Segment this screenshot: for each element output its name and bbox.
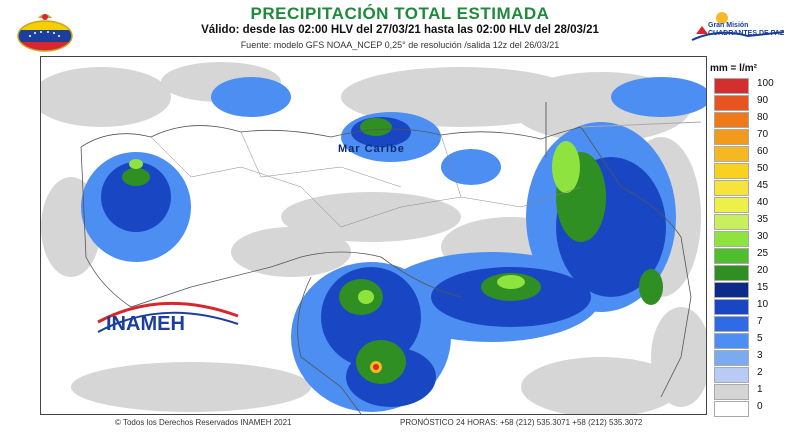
legend-label: 45 xyxy=(757,180,769,191)
legend-swatch xyxy=(714,299,749,315)
legend-label: 5 xyxy=(757,333,763,344)
legend-label: 0 xyxy=(757,401,763,412)
legend-label: 2 xyxy=(757,367,763,378)
legend-label: 80 xyxy=(757,112,769,123)
legend-swatch xyxy=(714,95,749,111)
legend-label: 40 xyxy=(757,197,769,208)
legend-swatch xyxy=(714,401,749,417)
legend-swatch xyxy=(714,248,749,264)
legend-label: 25 xyxy=(757,248,769,259)
legend-label: 7 xyxy=(757,316,763,327)
gran-mision-logo xyxy=(688,8,788,50)
legend-swatch xyxy=(714,214,749,230)
legend-label: 20 xyxy=(757,265,769,276)
legend-swatch xyxy=(714,197,749,213)
legend-label: 3 xyxy=(757,350,763,361)
legend-swatch xyxy=(714,265,749,281)
legend-swatch xyxy=(714,146,749,162)
inameh-logo-text: INAMEH xyxy=(106,313,185,335)
venezuela-coat-of-arms-logo xyxy=(14,8,76,54)
legend-label: 35 xyxy=(757,214,769,225)
legend-title: mm = l/m² xyxy=(710,63,757,74)
copyright-text: © Todos los Derechos Reservados INAMEH 2… xyxy=(115,418,292,427)
legend-label: 90 xyxy=(757,95,769,106)
legend-label: 60 xyxy=(757,146,769,157)
legend-swatch xyxy=(714,384,749,400)
gran-mision-line1: Gran Misión xyxy=(708,22,749,29)
legend-swatch xyxy=(714,282,749,298)
legend-swatch xyxy=(714,316,749,332)
legend-swatch xyxy=(714,78,749,94)
inameh-logo: INAMEH xyxy=(92,292,242,350)
map-svg xyxy=(41,57,706,414)
legend-label: 15 xyxy=(757,282,769,293)
forecast-phones-text: PRONÓSTICO 24 HORAS: +58 (212) 535.3071 … xyxy=(400,418,643,427)
legend-swatch xyxy=(714,367,749,383)
precipitation-map: Mar Caribe xyxy=(40,56,707,415)
legend-swatch xyxy=(714,163,749,179)
page-title: PRECIPITACIÓN TOTAL ESTIMADA xyxy=(250,4,550,23)
legend-label: 50 xyxy=(757,163,769,174)
legend-swatch xyxy=(714,231,749,247)
model-source: Fuente: modelo GFS NOAA_NCEP 0,25° de re… xyxy=(240,40,560,50)
legend-label: 100 xyxy=(757,78,774,89)
gran-mision-text: Gran Misión CUADRANTES DE PAZ xyxy=(708,22,784,38)
legend-label: 1 xyxy=(757,384,763,395)
legend-label: 10 xyxy=(757,299,769,310)
legend-swatch xyxy=(714,129,749,145)
gran-mision-line2: CUADRANTES DE PAZ xyxy=(708,30,785,37)
legend-swatch xyxy=(714,112,749,128)
legend-swatch xyxy=(714,180,749,196)
legend-label: 30 xyxy=(757,231,769,242)
legend-swatch xyxy=(714,350,749,366)
validity-subtitle: Válido: desde las 02:00 HLV del 27/03/21… xyxy=(201,24,599,36)
precipitation-legend: mm = l/m² 100 90 80 70 60 50 45 40 35 30 25 20 15 10 7… xyxy=(706,58,796,418)
legend-swatch xyxy=(714,333,749,349)
header: PRECIPITACIÓN TOTAL ESTIMADA Válido: des… xyxy=(0,0,800,55)
legend-label: 70 xyxy=(757,129,769,140)
caribbean-sea-label: Mar Caribe xyxy=(338,143,405,155)
